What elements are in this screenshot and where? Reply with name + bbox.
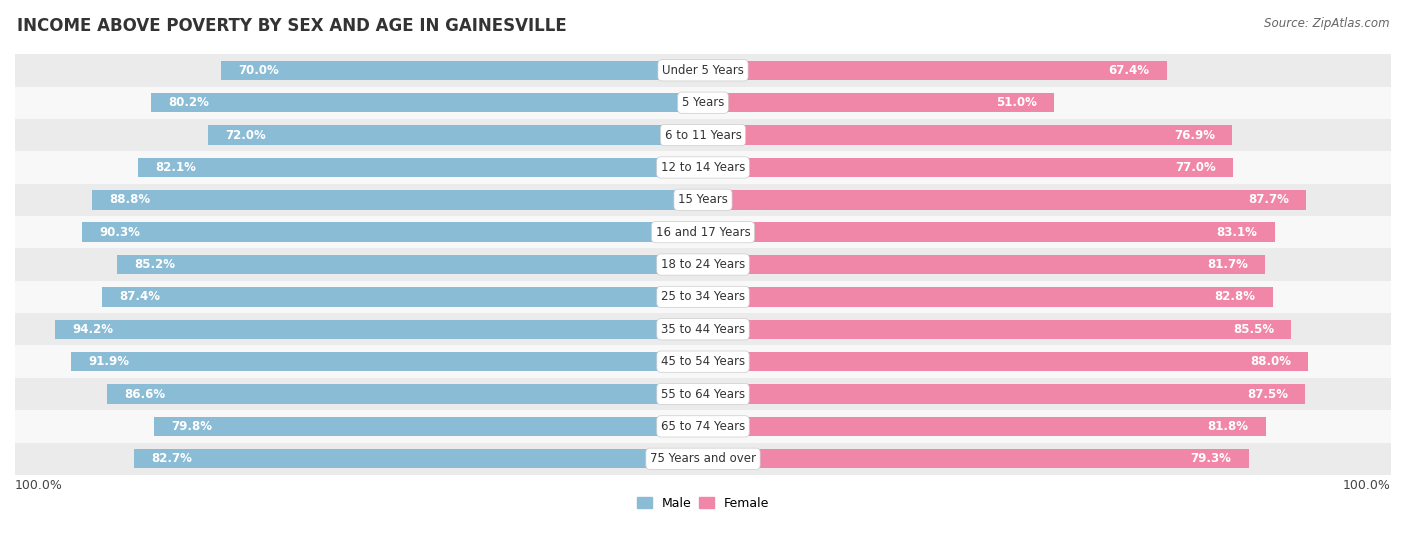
Text: 35 to 44 Years: 35 to 44 Years <box>661 323 745 336</box>
Text: Under 5 Years: Under 5 Years <box>662 64 744 77</box>
Bar <box>703 416 1265 436</box>
Text: 83.1%: 83.1% <box>1216 226 1257 239</box>
Text: 100.0%: 100.0% <box>1343 479 1391 492</box>
Bar <box>155 416 703 436</box>
Text: 88.0%: 88.0% <box>1250 355 1291 368</box>
Text: 100.0%: 100.0% <box>15 479 63 492</box>
Bar <box>703 352 1309 371</box>
Text: 72.0%: 72.0% <box>225 129 266 141</box>
Bar <box>703 158 1233 177</box>
Bar <box>15 183 1391 216</box>
Bar <box>101 287 703 307</box>
Bar <box>221 60 703 80</box>
Bar <box>703 60 1167 80</box>
Text: 81.8%: 81.8% <box>1208 420 1249 433</box>
Text: 88.8%: 88.8% <box>110 193 150 206</box>
Bar <box>15 410 1391 443</box>
Text: 51.0%: 51.0% <box>995 96 1036 109</box>
Text: 25 to 34 Years: 25 to 34 Years <box>661 291 745 304</box>
Bar <box>134 449 703 468</box>
Bar <box>703 385 1305 404</box>
Bar <box>15 281 1391 313</box>
Bar <box>703 320 1291 339</box>
Text: 82.8%: 82.8% <box>1215 291 1256 304</box>
Text: 87.4%: 87.4% <box>120 291 160 304</box>
Bar <box>107 385 703 404</box>
Text: Source: ZipAtlas.com: Source: ZipAtlas.com <box>1264 17 1389 30</box>
Bar <box>703 93 1054 112</box>
Text: 79.3%: 79.3% <box>1191 452 1232 465</box>
Text: 15 Years: 15 Years <box>678 193 728 206</box>
Bar <box>208 125 703 145</box>
Bar <box>82 222 703 242</box>
Text: 12 to 14 Years: 12 to 14 Years <box>661 161 745 174</box>
Bar <box>703 255 1265 274</box>
Bar <box>15 54 1391 87</box>
Text: 45 to 54 Years: 45 to 54 Years <box>661 355 745 368</box>
Text: INCOME ABOVE POVERTY BY SEX AND AGE IN GAINESVILLE: INCOME ABOVE POVERTY BY SEX AND AGE IN G… <box>17 17 567 35</box>
Text: 76.9%: 76.9% <box>1174 129 1215 141</box>
Text: 86.6%: 86.6% <box>124 387 166 401</box>
Text: 85.5%: 85.5% <box>1233 323 1274 336</box>
Text: 16 and 17 Years: 16 and 17 Years <box>655 226 751 239</box>
Bar <box>15 313 1391 345</box>
Text: 80.2%: 80.2% <box>169 96 209 109</box>
Text: 18 to 24 Years: 18 to 24 Years <box>661 258 745 271</box>
Text: 77.0%: 77.0% <box>1175 161 1216 174</box>
Legend: Male, Female: Male, Female <box>631 492 775 515</box>
Text: 87.5%: 87.5% <box>1247 387 1288 401</box>
Text: 82.7%: 82.7% <box>152 452 193 465</box>
Bar <box>91 190 703 210</box>
Text: 85.2%: 85.2% <box>134 258 174 271</box>
Bar <box>70 352 703 371</box>
Text: 82.1%: 82.1% <box>155 161 197 174</box>
Bar <box>117 255 703 274</box>
Bar <box>15 119 1391 151</box>
Bar <box>703 287 1272 307</box>
Bar <box>703 222 1275 242</box>
Text: 6 to 11 Years: 6 to 11 Years <box>665 129 741 141</box>
Bar <box>15 443 1391 475</box>
Text: 55 to 64 Years: 55 to 64 Years <box>661 387 745 401</box>
Bar <box>15 216 1391 248</box>
Text: 87.7%: 87.7% <box>1249 193 1289 206</box>
Text: 70.0%: 70.0% <box>239 64 280 77</box>
Bar <box>152 93 703 112</box>
Bar <box>15 345 1391 378</box>
Bar <box>703 125 1232 145</box>
Bar <box>703 190 1306 210</box>
Bar <box>55 320 703 339</box>
Text: 75 Years and over: 75 Years and over <box>650 452 756 465</box>
Text: 91.9%: 91.9% <box>89 355 129 368</box>
Text: 90.3%: 90.3% <box>98 226 139 239</box>
Bar <box>15 151 1391 183</box>
Bar <box>15 378 1391 410</box>
Text: 79.8%: 79.8% <box>172 420 212 433</box>
Bar <box>138 158 703 177</box>
Text: 81.7%: 81.7% <box>1206 258 1249 271</box>
Bar <box>15 248 1391 281</box>
Text: 67.4%: 67.4% <box>1108 64 1150 77</box>
Text: 5 Years: 5 Years <box>682 96 724 109</box>
Bar <box>703 449 1249 468</box>
Text: 65 to 74 Years: 65 to 74 Years <box>661 420 745 433</box>
Bar <box>15 87 1391 119</box>
Text: 94.2%: 94.2% <box>72 323 112 336</box>
